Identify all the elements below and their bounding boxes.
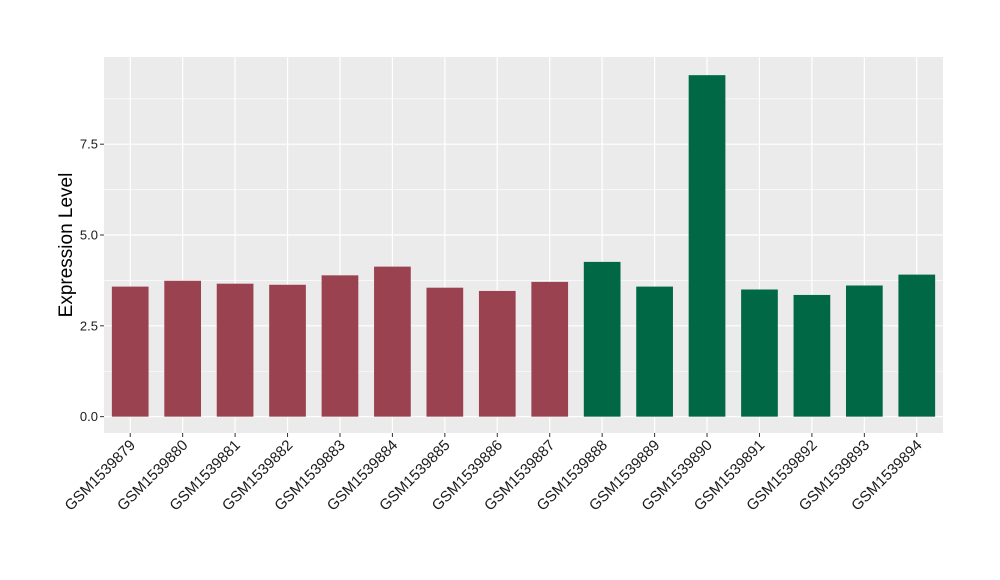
bar xyxy=(374,266,411,417)
y-tick-label: 5.0 xyxy=(80,228,98,243)
bars xyxy=(111,75,936,417)
x-axis: GSM1539879GSM1539880GSM1539881GSM1539882… xyxy=(62,433,926,514)
bar xyxy=(164,280,202,417)
y-tick-label: 7.5 xyxy=(80,137,98,152)
y-axis-title: Expression Level xyxy=(56,173,77,318)
bar xyxy=(636,286,673,417)
y-axis: 0.0 2.5 5.0 7.5 xyxy=(80,137,104,424)
bar xyxy=(426,287,464,417)
bar xyxy=(478,290,516,417)
bar xyxy=(793,294,831,417)
bar xyxy=(216,283,254,417)
y-tick-label: 0.0 xyxy=(80,409,98,424)
y-tick-label: 2.5 xyxy=(80,318,98,333)
bar xyxy=(321,275,359,417)
bar xyxy=(898,274,936,417)
bar xyxy=(531,281,569,417)
bar xyxy=(269,284,306,417)
bar xyxy=(688,75,726,417)
bar xyxy=(583,261,621,417)
bar xyxy=(111,286,149,417)
bar xyxy=(741,289,778,417)
bar xyxy=(845,285,883,417)
